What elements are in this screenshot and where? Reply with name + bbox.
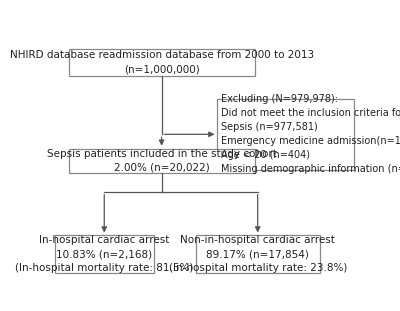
FancyBboxPatch shape (69, 149, 254, 173)
Text: Sepsis patients included in the study cohort
2.00% (n=20,022): Sepsis patients included in the study co… (47, 149, 276, 173)
Text: Excluding (N=979,978):
Did not meet the inclusion criteria for
Sepsis (n=977,581: Excluding (N=979,978): Did not meet the … (221, 94, 400, 174)
FancyBboxPatch shape (55, 235, 154, 273)
Text: In-hospital cardiac arrest
10.83% (n=2,168)
(In-hospital mortality rate: 81.5%): In-hospital cardiac arrest 10.83% (n=2,1… (15, 235, 194, 273)
Text: Non-in-hospital cardiac arrest
89.17% (n=17,854)
(In-hospital mortality rate: 23: Non-in-hospital cardiac arrest 89.17% (n… (168, 235, 347, 273)
FancyBboxPatch shape (69, 49, 254, 76)
FancyBboxPatch shape (196, 235, 320, 273)
FancyBboxPatch shape (218, 99, 354, 169)
Text: NHIRD database readmission database from 2000 to 2013
(n=1,000,000): NHIRD database readmission database from… (10, 50, 314, 74)
